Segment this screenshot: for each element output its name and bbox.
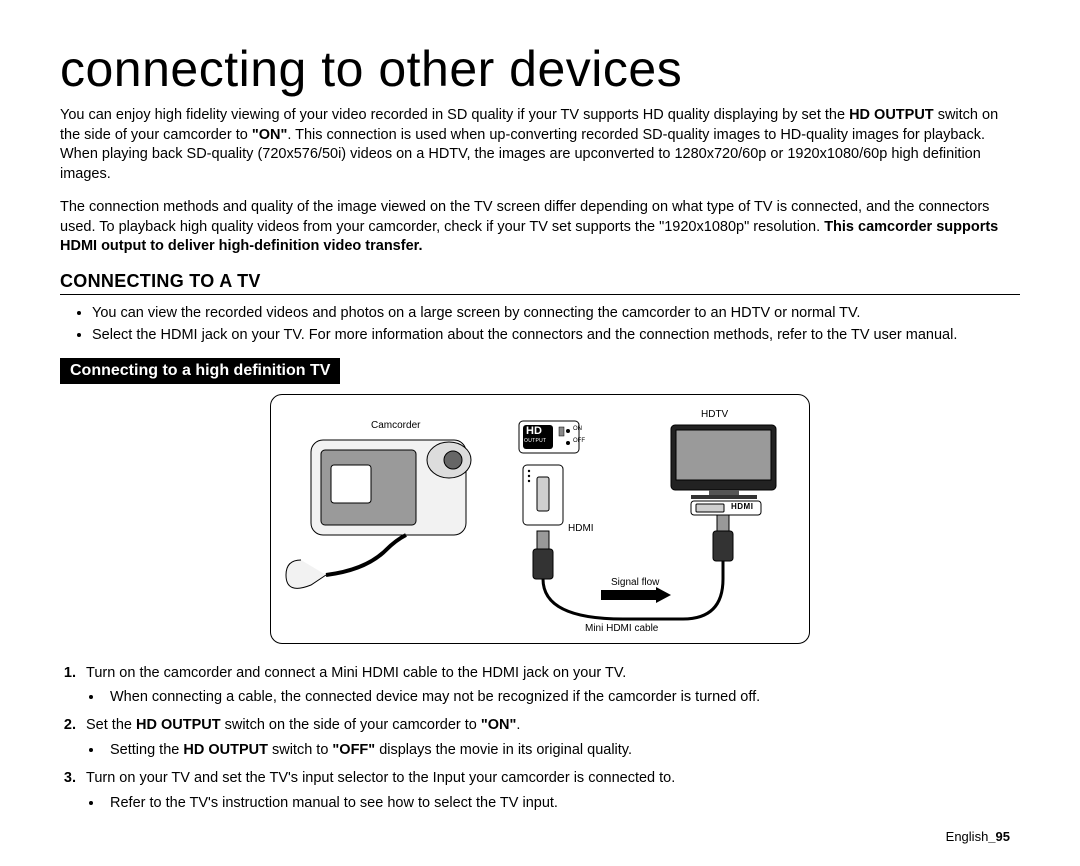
step-2c: switch on the side of your camcorder to (221, 717, 481, 733)
manual-page: connecting to other devices You can enjo… (0, 0, 1080, 866)
label-off: OFF (573, 438, 585, 444)
hdtv-icon (671, 425, 776, 499)
step-2-sub: Setting the HD OUTPUT switch to "OFF" di… (104, 739, 1020, 761)
label-hd: HD (526, 425, 542, 437)
steps-list: Turn on the camcorder and connect a Mini… (60, 662, 1020, 815)
signal-flow-arrow-icon (601, 587, 671, 603)
section-header: CONNECTING TO A TV (60, 271, 1020, 295)
footer-lang: English (946, 829, 989, 844)
intro-p1d: "ON" (252, 127, 288, 143)
step-3: Turn on your TV and set the TV's input s… (80, 767, 1020, 814)
label-on: ON (573, 426, 582, 432)
label-signal-flow: Signal flow (611, 577, 659, 588)
label-hdmi-logo: HDMI (731, 502, 753, 511)
step-2e: . (516, 717, 520, 733)
page-title: connecting to other devices (60, 40, 1020, 98)
footer-page: _95 (988, 829, 1010, 844)
cable-path-icon (543, 559, 723, 619)
mini-hdmi-plug-icon (533, 531, 553, 579)
step-2sb: HD OUTPUT (183, 742, 268, 758)
page-footer: English_95 (946, 829, 1010, 844)
label-hdmi: HDMI (568, 523, 594, 534)
hdmi-port-icon (523, 465, 563, 525)
step-2sa: Setting the (110, 742, 183, 758)
step-3-sub: Refer to the TV's instruction manual to … (104, 792, 1020, 814)
label-hdtv: HDTV (701, 409, 728, 420)
connect-bullet-1: You can view the recorded videos and pho… (92, 303, 1020, 323)
label-camcorder: Camcorder (371, 420, 420, 431)
step-1-sub: When connecting a cable, the connected d… (104, 686, 1020, 708)
step-2a: Set the (86, 717, 136, 733)
diagram-wrap: Camcorder HDTV HD OUTPUT ON OFF HDMI HDM… (270, 394, 810, 644)
camcorder-icon (286, 440, 471, 588)
connect-bullets: You can view the recorded videos and pho… (60, 303, 1020, 346)
step-1-text: Turn on the camcorder and connect a Mini… (86, 665, 626, 681)
step-2sd: "OFF" (332, 742, 375, 758)
hdmi-plug-right-icon (713, 515, 733, 561)
connection-diagram: Camcorder HDTV HD OUTPUT ON OFF HDMI HDM… (270, 394, 810, 644)
intro-paragraph-1: You can enjoy high fidelity viewing of y… (60, 106, 1020, 184)
step-2: Set the HD OUTPUT switch on the side of … (80, 714, 1020, 761)
label-output: OUTPUT (524, 438, 546, 444)
step-1: Turn on the camcorder and connect a Mini… (80, 662, 1020, 709)
step-2b: HD OUTPUT (136, 717, 221, 733)
intro-paragraph-2: The connection methods and quality of th… (60, 198, 1020, 257)
step-2d: "ON" (481, 717, 517, 733)
intro-p1b: HD OUTPUT (849, 107, 934, 123)
subsection-band: Connecting to a high definition TV (60, 358, 340, 384)
label-cable: Mini HDMI cable (585, 623, 658, 634)
intro-p1a: You can enjoy high fidelity viewing of y… (60, 107, 849, 123)
step-3-text: Turn on your TV and set the TV's input s… (86, 770, 675, 786)
step-2sc: switch to (268, 742, 332, 758)
connect-bullet-2: Select the HDMI jack on your TV. For mor… (92, 325, 1020, 345)
step-2se: displays the movie in its original quali… (375, 742, 632, 758)
